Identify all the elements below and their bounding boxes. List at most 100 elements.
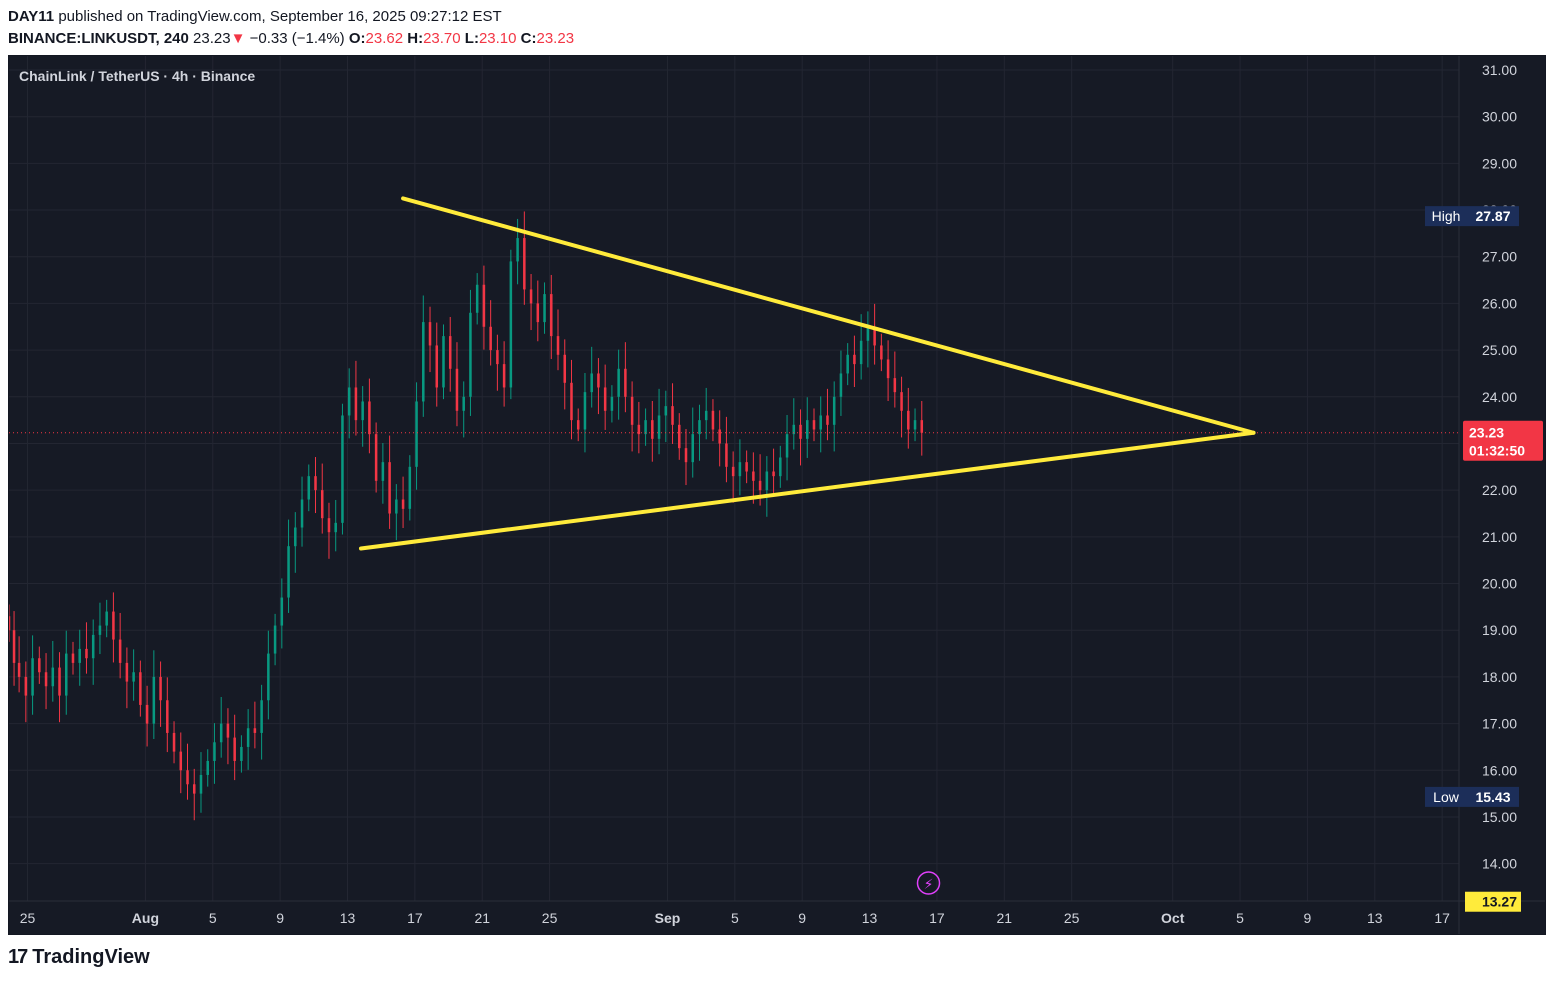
candle-body[interactable] [145, 704, 149, 724]
candle-body[interactable] [846, 354, 849, 374]
candle-body[interactable] [859, 340, 863, 365]
candle-body[interactable] [354, 387, 358, 421]
candle-body[interactable] [704, 410, 708, 421]
candle-body[interactable] [152, 676, 156, 724]
candle-body[interactable] [31, 658, 34, 696]
candle-body[interactable] [698, 420, 701, 435]
candle-body[interactable] [273, 625, 277, 654]
candle-body[interactable] [280, 597, 284, 626]
candle-body[interactable] [610, 396, 614, 411]
candle-body[interactable] [294, 527, 297, 547]
candle-body[interactable] [368, 401, 371, 435]
candle-body[interactable] [799, 424, 802, 439]
candle-body[interactable] [401, 499, 405, 509]
candle-body[interactable] [475, 284, 479, 313]
candle-body[interactable] [51, 667, 55, 687]
trendline-lower[interactable] [358, 430, 1256, 551]
candle-body[interactable] [172, 732, 176, 752]
candle-body[interactable] [233, 737, 236, 761]
candle-body[interactable] [523, 238, 526, 290]
candle-body[interactable] [12, 630, 16, 663]
candle-body[interactable] [98, 625, 102, 635]
candle-body[interactable] [64, 653, 68, 696]
candle-body[interactable] [112, 611, 115, 640]
candle-body[interactable] [624, 368, 627, 397]
candle-body[interactable] [206, 760, 209, 775]
candle-body[interactable] [839, 373, 843, 397]
candle-body[interactable] [779, 457, 782, 477]
candle-body[interactable] [731, 466, 735, 477]
candle-body[interactable] [637, 424, 641, 435]
candle-body[interactable] [570, 382, 573, 421]
candle-body[interactable] [199, 774, 203, 794]
candle-body[interactable] [597, 373, 600, 388]
candle-body[interactable] [361, 401, 364, 421]
candle-body[interactable] [226, 723, 230, 738]
candle-body[interactable] [603, 387, 607, 411]
candle-body[interactable] [78, 648, 81, 663]
candle-body[interactable] [866, 326, 870, 341]
candle-body[interactable] [139, 672, 142, 705]
candle-body[interactable] [300, 499, 304, 528]
candle-body[interactable] [496, 350, 499, 365]
candle-body[interactable] [590, 373, 593, 393]
candle-body[interactable] [395, 499, 398, 514]
candle-body[interactable] [711, 410, 715, 430]
candle-body[interactable] [718, 429, 721, 444]
candle-body[interactable] [543, 294, 546, 323]
candle-body[interactable] [17, 662, 21, 677]
candle-body[interactable] [691, 434, 695, 463]
candle-body[interactable] [246, 728, 250, 747]
candle-body[interactable] [192, 784, 196, 794]
candle-body[interactable] [684, 448, 688, 463]
candle-body[interactable] [583, 392, 587, 430]
candle-body[interactable] [267, 653, 270, 701]
candle-body[interactable] [71, 653, 75, 663]
candle-body[interactable] [502, 364, 506, 388]
candle-body[interactable] [469, 312, 472, 397]
candle-body[interactable] [381, 462, 385, 481]
candle-body[interactable] [805, 420, 809, 439]
candle-body[interactable] [900, 392, 903, 411]
candle-body[interactable] [320, 490, 324, 519]
candle-body[interactable] [422, 322, 425, 402]
lightning-icon[interactable]: ⚡ [924, 877, 934, 893]
candle-body[interactable] [118, 639, 122, 663]
candle-body[interactable] [516, 238, 519, 262]
candle-body[interactable] [186, 770, 189, 785]
candle-body[interactable] [893, 378, 897, 393]
candle-body[interactable] [920, 420, 924, 433]
candle-body[interactable] [563, 354, 567, 383]
candle-body[interactable] [435, 345, 439, 388]
candle-body[interactable] [287, 546, 290, 598]
candle-body[interactable] [374, 434, 378, 481]
candle-body[interactable] [886, 359, 890, 379]
candle-body[interactable] [314, 476, 317, 491]
candle-body[interactable] [819, 415, 822, 430]
candle-body[interactable] [509, 261, 513, 388]
publisher-name[interactable]: DAY11 [8, 8, 55, 25]
candle-body[interactable] [482, 284, 486, 327]
candle-body[interactable] [657, 415, 661, 439]
candle-body[interactable] [678, 424, 681, 449]
candle-body[interactable] [853, 354, 856, 365]
price-chart[interactable]: 14.00 15.00 16.00 17.00 18.00 19.00 20.00 21.00… [9, 56, 1545, 934]
candle-body[interactable] [91, 634, 95, 659]
candle-body[interactable] [556, 336, 560, 355]
candle-body[interactable] [832, 396, 836, 425]
candle-body[interactable] [630, 396, 634, 425]
candle-body[interactable] [455, 368, 459, 411]
candle-body[interactable] [213, 742, 216, 761]
candle-body[interactable] [765, 471, 769, 491]
candle-body[interactable] [617, 368, 620, 397]
candle-body[interactable] [671, 406, 674, 425]
candle-body[interactable] [462, 396, 465, 411]
candle-body[interactable] [260, 700, 263, 733]
candle-body[interactable] [44, 672, 48, 687]
candle-body[interactable] [166, 700, 169, 733]
candle-body[interactable] [792, 424, 796, 435]
tradingview-footer[interactable]: 17 TradingView [8, 946, 150, 969]
candle-body[interactable] [812, 420, 816, 430]
candle-body[interactable] [240, 746, 243, 761]
candle-body[interactable] [219, 723, 223, 743]
